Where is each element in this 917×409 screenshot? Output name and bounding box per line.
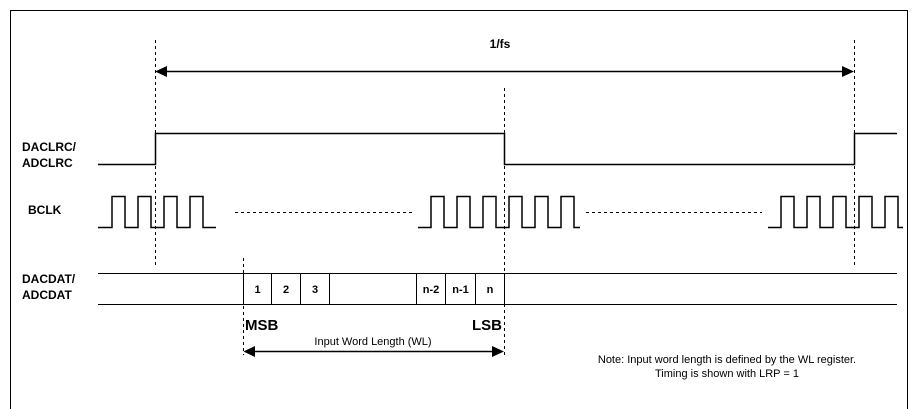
data-bit-cell xyxy=(329,273,417,305)
data-bit-cell: 3 xyxy=(300,273,330,305)
lrclk-label-line2: ADCLRC xyxy=(22,156,73,170)
data-bit-label: 1 xyxy=(254,284,260,296)
data-bit-label: n-2 xyxy=(423,284,440,296)
data-bit-cells: 1 2 3 n-2 n-1 n xyxy=(243,273,505,305)
bclk-waveform-segment-2 xyxy=(418,195,580,229)
lrclk-waveform xyxy=(98,132,897,166)
note-line-2: Timing is shown with LRP = 1 xyxy=(655,368,799,380)
diagram-border xyxy=(10,10,908,409)
data-label-line2: ADCDAT xyxy=(22,288,72,302)
reference-lines xyxy=(155,40,855,355)
bclk-waveform-segment-3 xyxy=(768,195,903,229)
note-line-1: Note: Input word length is defined by th… xyxy=(598,354,856,366)
data-bit-cell: 1 xyxy=(243,273,272,305)
bclk-label: BCLK xyxy=(28,203,62,217)
word-length-arrow xyxy=(243,346,504,357)
bclk-waveform-segment-1 xyxy=(98,195,216,229)
data-bit-label: 3 xyxy=(312,284,318,296)
msb-label: MSB xyxy=(245,317,279,334)
data-label-line1: DACDAT/ xyxy=(22,272,76,286)
lsb-label: LSB xyxy=(472,317,502,334)
period-arrow xyxy=(155,66,854,77)
data-bit-cell: n-2 xyxy=(416,273,446,305)
word-length-label: Input Word Length (WL) xyxy=(314,336,431,348)
data-bit-label: 2 xyxy=(283,284,289,296)
data-bit-label: n xyxy=(487,284,494,296)
data-bit-label: n-1 xyxy=(452,284,469,296)
data-bit-cell: 2 xyxy=(271,273,301,305)
period-label: 1/fs xyxy=(490,37,511,51)
lrclk-label-line1: DACLRC/ xyxy=(22,140,77,154)
data-bit-cell: n-1 xyxy=(445,273,476,305)
data-bit-cell: n xyxy=(475,273,505,305)
